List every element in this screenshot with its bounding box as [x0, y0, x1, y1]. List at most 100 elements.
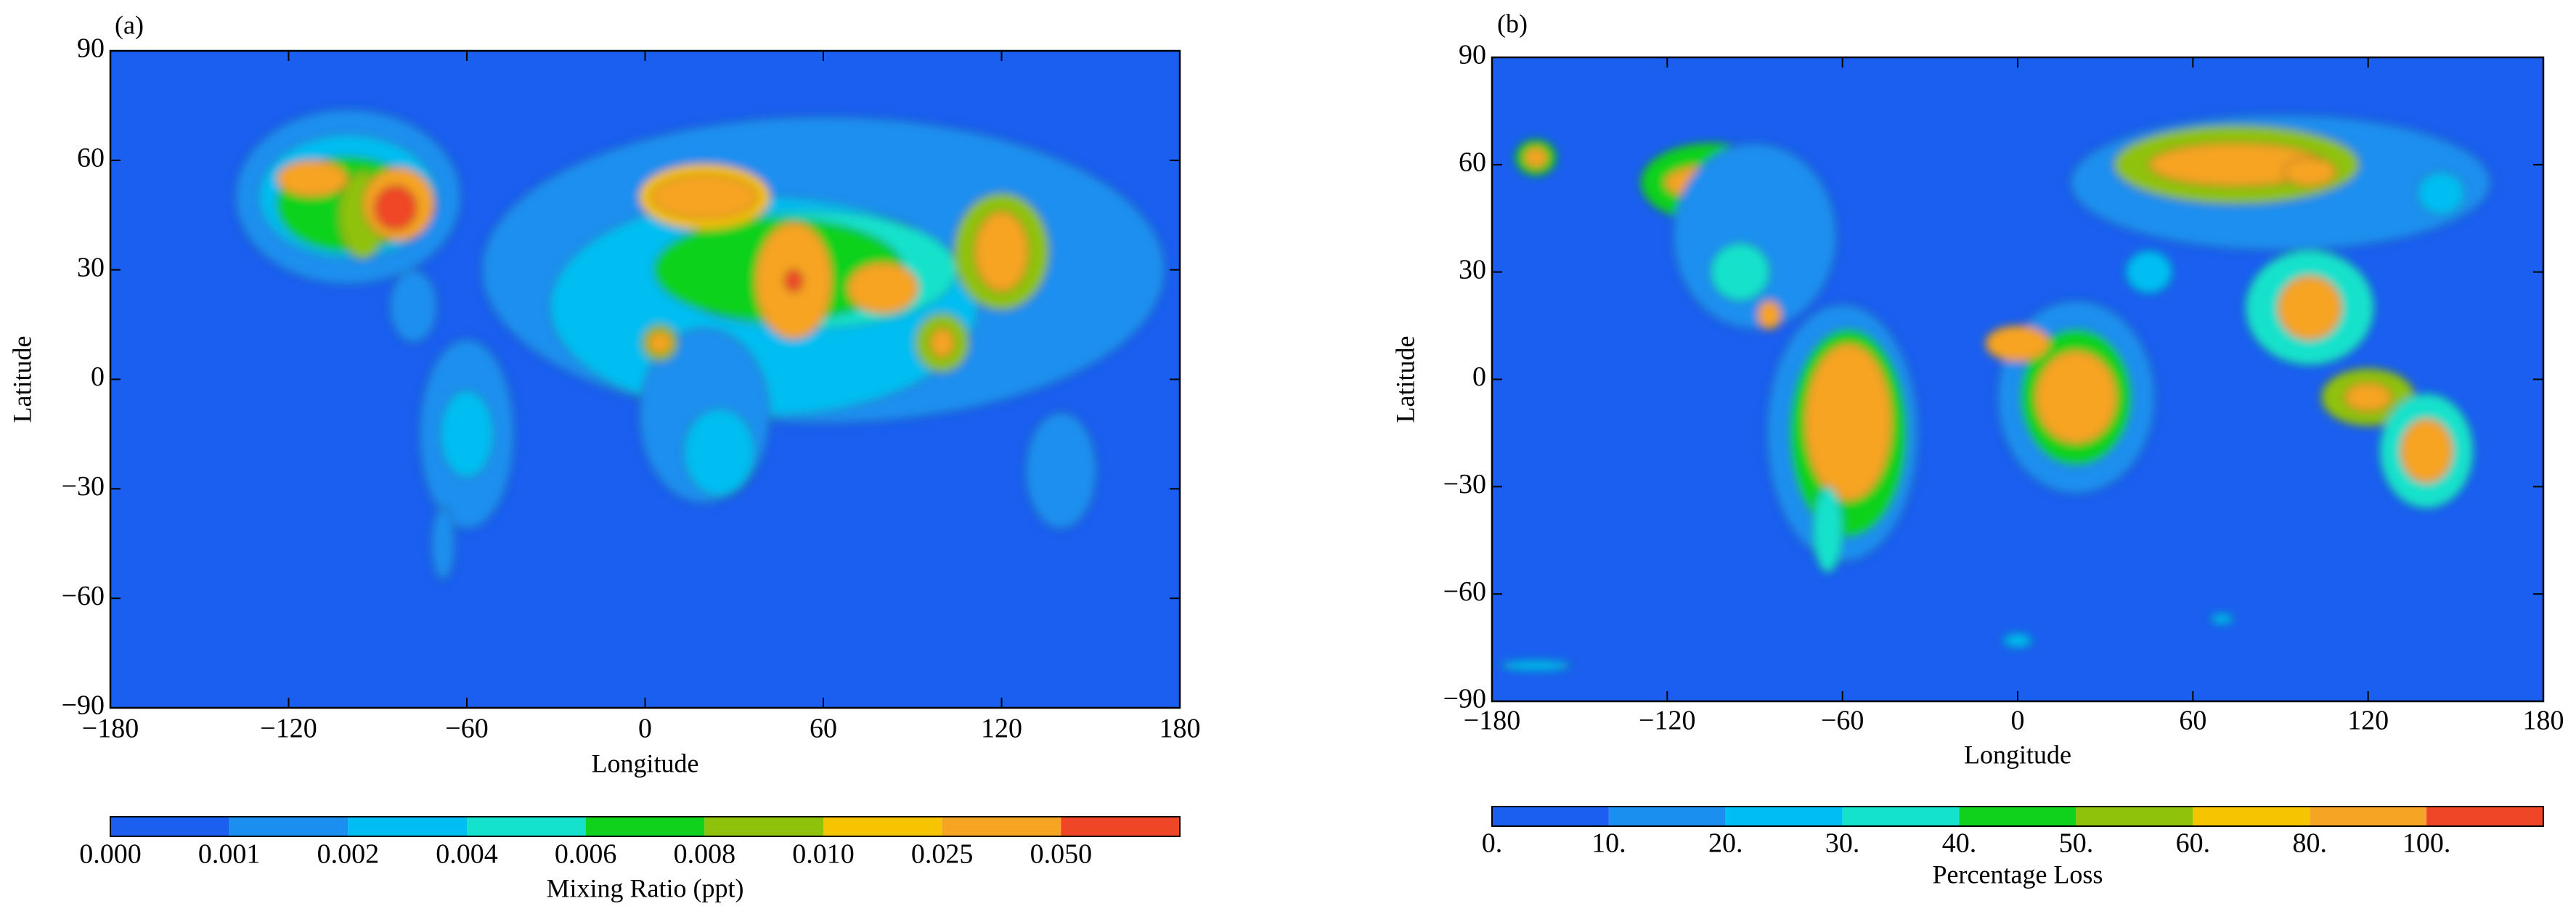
colorbar-segment: [1061, 817, 1180, 836]
colorbar-tick-label: 0.: [1482, 828, 1503, 859]
colorbar-tick-label: 50.: [2059, 828, 2094, 859]
colorbar-label: Percentage Loss: [1933, 860, 2103, 889]
colorbar-segment: [1959, 807, 2076, 826]
colorbar-segment: [348, 817, 467, 836]
y-tick-label: 90: [1459, 40, 1486, 70]
x-tick-label: −180: [1464, 706, 1520, 736]
colorbar-tick-label: 0.006: [555, 839, 617, 870]
x-tick-label: 60: [2179, 706, 2206, 736]
contour-region: [374, 185, 417, 231]
contour-region: [974, 211, 1030, 293]
colorbar-segment: [1725, 807, 1843, 826]
colorbar-segment: [2193, 807, 2310, 826]
contour-region: [2417, 171, 2466, 216]
colorbar-tick-label: 0.002: [317, 839, 380, 870]
contour-region: [647, 331, 673, 355]
colorbar-tick-label: 10.: [1591, 828, 1626, 859]
x-axis-label: Longitude: [1964, 740, 2071, 769]
x-tick-label: 180: [2523, 706, 2564, 736]
x-tick-label: 120: [981, 714, 1022, 744]
contour-region: [2283, 157, 2337, 187]
colorbar-segment: [2076, 807, 2193, 826]
contour-region: [2400, 417, 2454, 484]
contour-region: [682, 407, 756, 497]
x-tick-label: 0: [638, 714, 652, 744]
colorbar-tick-label: 0.010: [792, 839, 855, 870]
x-tick-label: 180: [1159, 714, 1201, 744]
contour-region: [388, 269, 438, 343]
contour-region: [431, 506, 456, 581]
x-tick-label: 0: [2011, 706, 2025, 736]
colorbar-tick-label: 30.: [1825, 828, 1860, 859]
contour-region: [846, 261, 919, 314]
contour-region: [1803, 343, 1893, 502]
y-tick-label: −30: [1443, 469, 1486, 499]
contour-region: [2209, 613, 2235, 625]
y-tick-label: 90: [77, 33, 105, 64]
y-tick-label: −60: [62, 581, 105, 611]
colorbar-segment: [2426, 807, 2543, 826]
contour-region: [439, 389, 494, 479]
contour-region: [2277, 274, 2343, 341]
x-tick-label: 60: [810, 714, 837, 744]
colorbar-tick-label: 0.000: [79, 839, 142, 870]
x-tick-label: 120: [2347, 706, 2389, 736]
contour-region: [650, 174, 759, 220]
colorbar-tick-label: 0.004: [436, 839, 498, 870]
panel-label: (a): [115, 10, 144, 39]
contour-region: [929, 327, 955, 359]
x-tick-label: −120: [260, 714, 317, 744]
y-tick-label: 30: [77, 252, 105, 282]
contour-region: [784, 269, 804, 293]
y-axis-label: Latitude: [7, 336, 36, 423]
y-tick-label: 60: [77, 143, 105, 174]
contour-region: [2344, 382, 2392, 412]
colorbar-tick-label: 0.008: [674, 839, 736, 870]
colorbar-tick-label: 0.001: [198, 839, 261, 870]
y-axis-label: Latitude: [1390, 336, 1419, 423]
colorbar-segment: [2310, 807, 2427, 826]
contour-region: [1812, 486, 1843, 574]
x-tick-label: −60: [445, 714, 488, 744]
y-tick-label: 0: [1472, 362, 1486, 392]
colorbar-tick-label: 0.050: [1030, 839, 1093, 870]
colorbar-tick-label: 60.: [2176, 828, 2211, 859]
x-tick-label: −120: [1639, 706, 1695, 736]
contour-region: [1500, 659, 1572, 672]
colorbar-label: Mixing Ratio (ppt): [547, 873, 744, 902]
colorbar-segment: [704, 817, 823, 836]
colorbar-segment: [229, 817, 349, 836]
colorbar-tick-label: 80.: [2292, 828, 2327, 859]
contour-region: [276, 160, 349, 197]
colorbar-tick-label: 0.025: [911, 839, 974, 870]
panel-label: (b): [1497, 9, 1528, 38]
contour-region: [2034, 350, 2118, 444]
colorbar-segment: [823, 817, 942, 836]
contour-region: [1672, 142, 1838, 330]
y-tick-label: 0: [91, 362, 105, 392]
contour-region: [2002, 632, 2033, 648]
x-tick-label: −180: [82, 714, 139, 744]
y-tick-label: −30: [62, 471, 105, 502]
y-tick-label: −90: [62, 690, 105, 721]
colorbar-segment: [110, 817, 229, 836]
colorbar-tick-label: 20.: [1708, 828, 1743, 859]
colorbar-frame: [1491, 806, 2544, 827]
colorbar-segment: [1842, 807, 1960, 826]
contour-region: [1757, 300, 1782, 330]
contour-region: [2125, 250, 2173, 294]
x-axis-label: Longitude: [592, 748, 699, 778]
y-tick-label: 60: [1459, 147, 1486, 178]
y-tick-label: −60: [1443, 576, 1486, 607]
contour-region: [1710, 242, 1770, 301]
contour-field: [235, 108, 1166, 581]
colorbar-segment: [585, 817, 705, 836]
x-tick-label: −60: [1821, 706, 1864, 736]
contour-region: [1024, 412, 1098, 530]
contour-field: [1500, 114, 2492, 672]
y-tick-label: 30: [1459, 254, 1486, 285]
contour-region: [1985, 325, 2050, 362]
colorbar-tick-label: 100.: [2402, 828, 2451, 859]
contour-region: [1523, 146, 1549, 169]
